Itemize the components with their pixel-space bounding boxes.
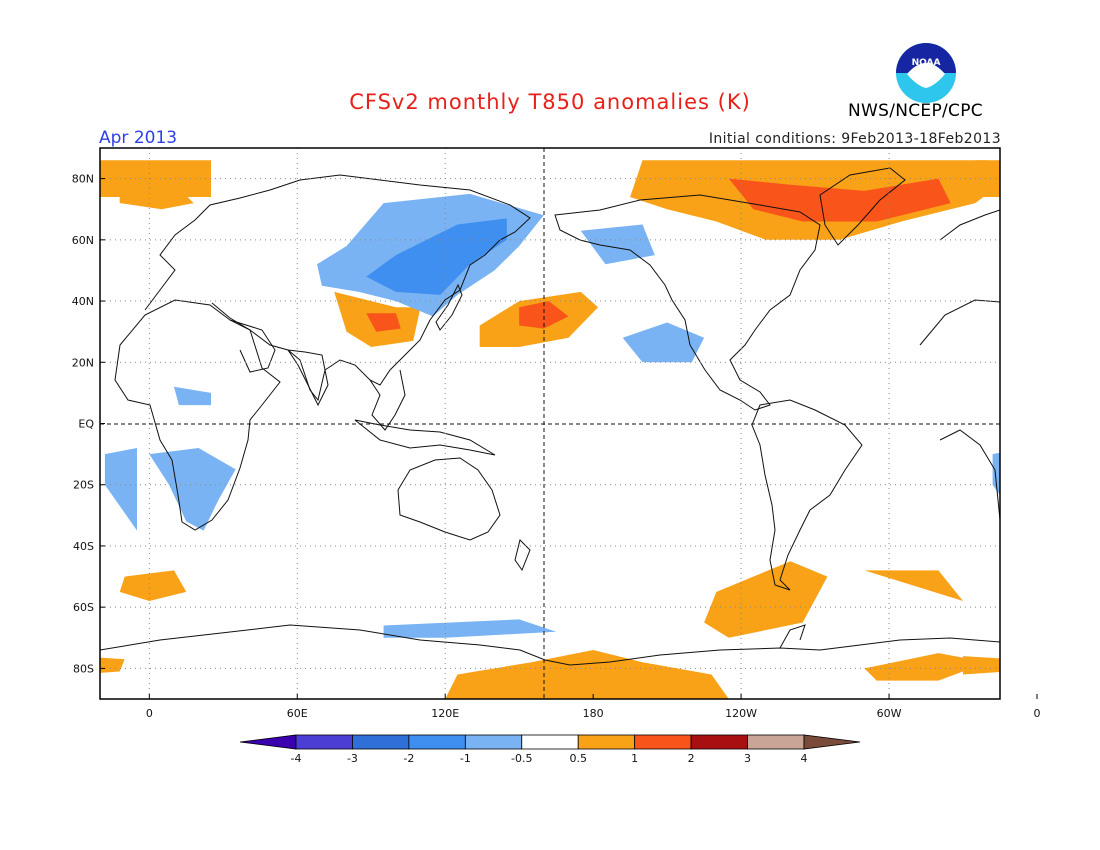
colorbar-bin <box>690 734 748 750</box>
anomaly-region-east-africa <box>174 386 211 406</box>
colorbar-bin <box>577 734 636 750</box>
anomaly-region-south-ocean-east <box>0 570 75 601</box>
lat-tick-label: 60S <box>73 601 94 614</box>
colorbar-bin <box>521 734 579 750</box>
coast-japan <box>435 283 463 331</box>
colorbar-label: -1 <box>460 752 471 765</box>
colorbar-label: -2 <box>403 752 414 765</box>
anomaly-region-europe-arctic-atlantic <box>119 178 194 210</box>
colorbar-max-arrow <box>803 734 861 750</box>
coastlines <box>100 167 1000 666</box>
anomaly-region-south-ocean-east <box>864 570 963 601</box>
coast-south-america <box>751 399 863 591</box>
colorbar-min-arrow <box>239 734 297 750</box>
colorbar-bin <box>352 734 410 750</box>
coast-europe-right <box>939 209 1000 241</box>
coast-greenland <box>819 167 906 246</box>
logo-text: NOAA <box>912 58 941 68</box>
colorbar-bin <box>747 734 805 750</box>
coast-india <box>286 349 329 407</box>
lat-tick-label: 40N <box>72 295 94 308</box>
map-title: CFSv2 monthly T850 anomalies (K) <box>349 90 751 114</box>
colorbar-label: 2 <box>688 752 695 765</box>
lat-tick-label: 60N <box>72 234 94 247</box>
month-label: Apr 2013 <box>99 128 178 148</box>
anomaly-region-antarctic-weddell <box>864 653 988 681</box>
lon-tick-label: 60E <box>287 707 308 720</box>
colorbar-label: 1 <box>631 752 638 765</box>
lon-tick-label: 180 <box>583 707 604 720</box>
coast-antarctic-peninsula <box>779 624 806 649</box>
coast-arabia <box>229 319 276 373</box>
anomaly-region-north-america-arctic <box>100 160 120 194</box>
colorbar-label: -4 <box>291 752 302 765</box>
anomaly-region-south-atlantic <box>104 448 137 531</box>
lat-tick-label: 80S <box>73 662 94 675</box>
lat-tick-label: 80N <box>72 173 94 186</box>
colorbar-bin <box>295 734 353 750</box>
axis-ticks: 80N 60N 40N 20N EQ 20S 40S 60S 80S 0 60E 120E 180 120… <box>72 173 1041 720</box>
agency-label: NWS/NCEP/CPC <box>848 101 983 121</box>
anomaly-region-tibet-core <box>366 313 401 332</box>
coast-africa <box>114 299 281 531</box>
lon-tick-label: 120W <box>725 707 757 720</box>
colorbar-bin <box>408 734 466 750</box>
anomaly-region-south-atlantic-low <box>1007 570 1074 601</box>
coast-south-africa-right <box>939 429 1000 521</box>
anomaly-region-south-indian-west <box>100 657 125 673</box>
colorbar-label: 4 <box>801 752 808 765</box>
coast-antarctica <box>100 624 1000 666</box>
anomaly-region-south-atlantic-low <box>119 570 187 601</box>
coast-africa-right <box>919 299 1000 346</box>
anomaly-region-antarctic-ross <box>445 650 729 699</box>
anomaly-region-south-pacific <box>704 561 828 638</box>
noaa-logo-icon: NOAA <box>896 43 956 103</box>
lon-tick-label: 120E <box>431 707 459 720</box>
coast-new-zealand <box>514 539 531 572</box>
lat-tick-label: 20S <box>73 479 94 492</box>
colorbar-label: -0.5 <box>511 752 532 765</box>
anomaly-region-central-pacific <box>622 322 705 363</box>
anomaly-region-siberia-core <box>366 218 507 295</box>
lat-tick-label: 20N <box>72 356 94 369</box>
anomaly-region-southern-africa <box>149 448 236 531</box>
anomaly-region-arctic-canada-greenland <box>0 179 63 222</box>
anomaly-region-south-atlantic <box>992 452 1000 496</box>
coast-north-america <box>554 194 821 411</box>
lat-tick-label: 40S <box>73 540 94 553</box>
anomaly-region-south-indian-west <box>963 656 1000 675</box>
lon-tick-label: 60W <box>877 707 902 720</box>
initial-conditions: Initial conditions: 9Feb2013-18Feb2013 <box>708 131 1001 147</box>
anomaly-region-antarctic-indian <box>383 619 557 638</box>
colorbar: -4 -3 -2 -1 -0.5 0.5 1 2 3 4 <box>239 734 861 765</box>
anomaly-region-europe-arctic-atlantic <box>1007 179 1081 210</box>
anomaly-region-north-pacific-core <box>519 301 569 329</box>
anomaly-shading <box>0 160 1081 699</box>
colorbar-bin <box>634 734 692 750</box>
lon-tick-label: 0 <box>146 707 153 720</box>
coast-se-asia <box>369 369 406 431</box>
lon-tick-label: 0 <box>1033 707 1040 720</box>
coast-indonesia <box>354 419 496 456</box>
anomaly-region-arctic-canada-greenland <box>728 178 951 222</box>
lat-tick-label: EQ <box>78 418 94 431</box>
colorbar-label: 3 <box>744 752 751 765</box>
colorbar-label: -3 <box>347 752 358 765</box>
colorbar-bin <box>464 734 523 750</box>
coast-australia <box>397 457 501 541</box>
colorbar-label: 0.5 <box>569 752 587 765</box>
